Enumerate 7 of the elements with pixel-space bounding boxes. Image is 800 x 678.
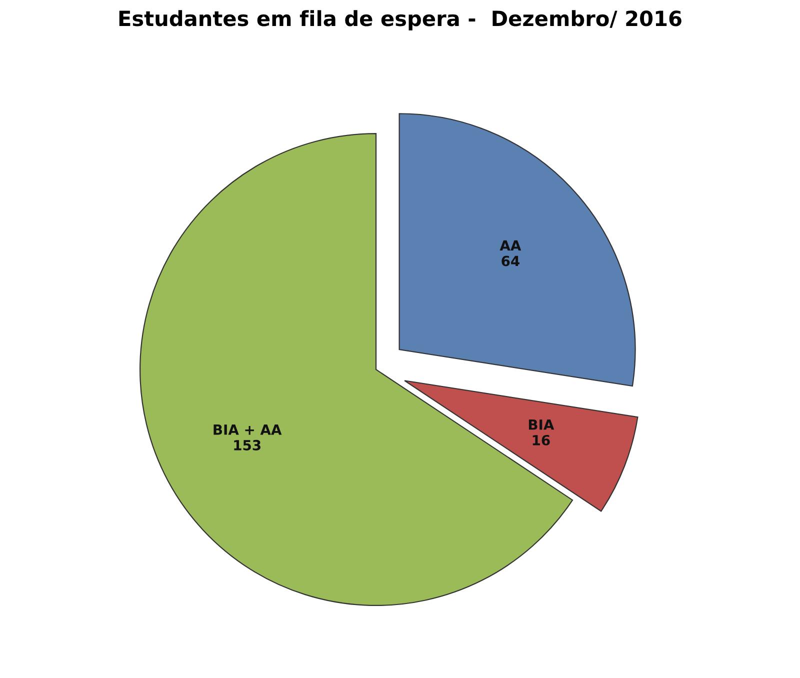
slice-label: BIA <box>528 420 554 430</box>
chart-title: Estudantes em fila de espera - Dezembro/ 2016 <box>119 10 682 30</box>
data-label: 16 <box>532 434 550 446</box>
slice-label: AA <box>500 240 522 251</box>
slice-label: BIA + AA <box>214 424 282 435</box>
data-label: 64 <box>502 256 520 266</box>
data-label: 153 <box>234 440 260 450</box>
